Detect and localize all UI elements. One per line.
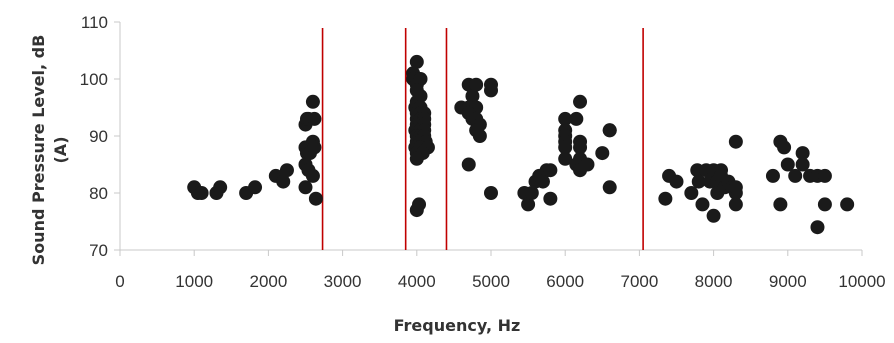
y-tick-label: 70	[89, 241, 108, 260]
x-tick-label: 3000	[324, 272, 362, 291]
data-point	[658, 191, 673, 206]
data-point	[780, 157, 795, 172]
x-tick-label: 7000	[620, 272, 658, 291]
x-axis-title: Frequency, Hz	[394, 316, 521, 335]
data-point	[543, 163, 558, 178]
data-point	[472, 129, 487, 143]
data-point	[469, 77, 484, 92]
data-point	[307, 140, 322, 155]
data-point	[558, 151, 573, 166]
data-point	[409, 203, 424, 218]
data-point	[595, 146, 610, 161]
data-point	[580, 157, 595, 172]
data-point	[817, 168, 832, 183]
data-point	[810, 220, 825, 235]
data-point	[413, 72, 428, 86]
data-point	[279, 163, 294, 178]
data-point	[305, 94, 320, 109]
data-point	[602, 180, 617, 195]
data-point	[484, 83, 498, 98]
data-point	[558, 140, 573, 155]
x-tick-label: 4000	[398, 272, 436, 291]
data-point	[558, 111, 573, 126]
data-point	[573, 94, 588, 109]
x-tick-label: 8000	[695, 272, 733, 291]
data-point	[691, 174, 706, 189]
y-tick-label: 90	[89, 127, 108, 146]
x-tick-label: 5000	[472, 272, 510, 291]
y-tick-label: 100	[80, 70, 108, 89]
data-point	[777, 140, 792, 155]
data-point	[194, 186, 209, 200]
data-point	[535, 174, 550, 189]
data-point	[669, 174, 684, 189]
data-point	[465, 89, 480, 104]
data-point	[765, 168, 780, 183]
x-tick-label: 6000	[546, 272, 584, 291]
data-point	[307, 111, 322, 126]
x-tick-label: 9000	[769, 272, 807, 291]
data-point	[695, 197, 710, 212]
data-point	[840, 197, 855, 212]
data-point	[684, 186, 699, 200]
reference-lines	[321, 28, 644, 250]
data-point	[706, 208, 721, 223]
data-point	[817, 197, 832, 212]
data-point	[213, 180, 228, 195]
data-point	[569, 111, 584, 126]
data-point	[788, 168, 803, 183]
y-tick-label: 80	[89, 184, 108, 203]
y-axis-title: Sound Pressure Level, dB (A)	[29, 35, 70, 266]
axes	[119, 22, 862, 251]
data-point	[298, 180, 313, 195]
data-point	[795, 157, 810, 172]
data-point	[461, 157, 476, 172]
data-point	[409, 54, 424, 69]
data-point	[728, 134, 743, 149]
y-tick-label: 110	[81, 13, 108, 32]
data-point	[409, 151, 424, 166]
data-point	[484, 186, 498, 200]
y-ticks: 70 80 90 100 110	[80, 13, 120, 260]
data-points	[187, 54, 855, 235]
data-point	[573, 140, 588, 155]
data-point	[543, 191, 558, 206]
y-axis-title-line-2: (A)	[51, 136, 70, 163]
data-point	[524, 186, 539, 200]
x-tick-label: 0	[115, 272, 124, 291]
data-point	[521, 197, 536, 212]
data-point	[728, 197, 743, 212]
data-point	[773, 197, 788, 212]
x-tick-label: 2000	[249, 272, 287, 291]
data-point	[276, 174, 291, 189]
x-tick-label: 10000	[838, 272, 885, 291]
x-ticks: 0 1000 2000 3000 4000 5000 6000 7000 8000 9000 100…	[115, 250, 886, 291]
data-point	[795, 146, 810, 161]
y-axis-title-line-1: Sound Pressure Level, dB	[29, 35, 48, 266]
data-point	[728, 180, 743, 195]
data-point	[602, 123, 617, 138]
x-tick-label: 1000	[175, 272, 213, 291]
data-point	[305, 168, 320, 183]
data-point	[248, 180, 263, 195]
data-point	[308, 191, 323, 206]
